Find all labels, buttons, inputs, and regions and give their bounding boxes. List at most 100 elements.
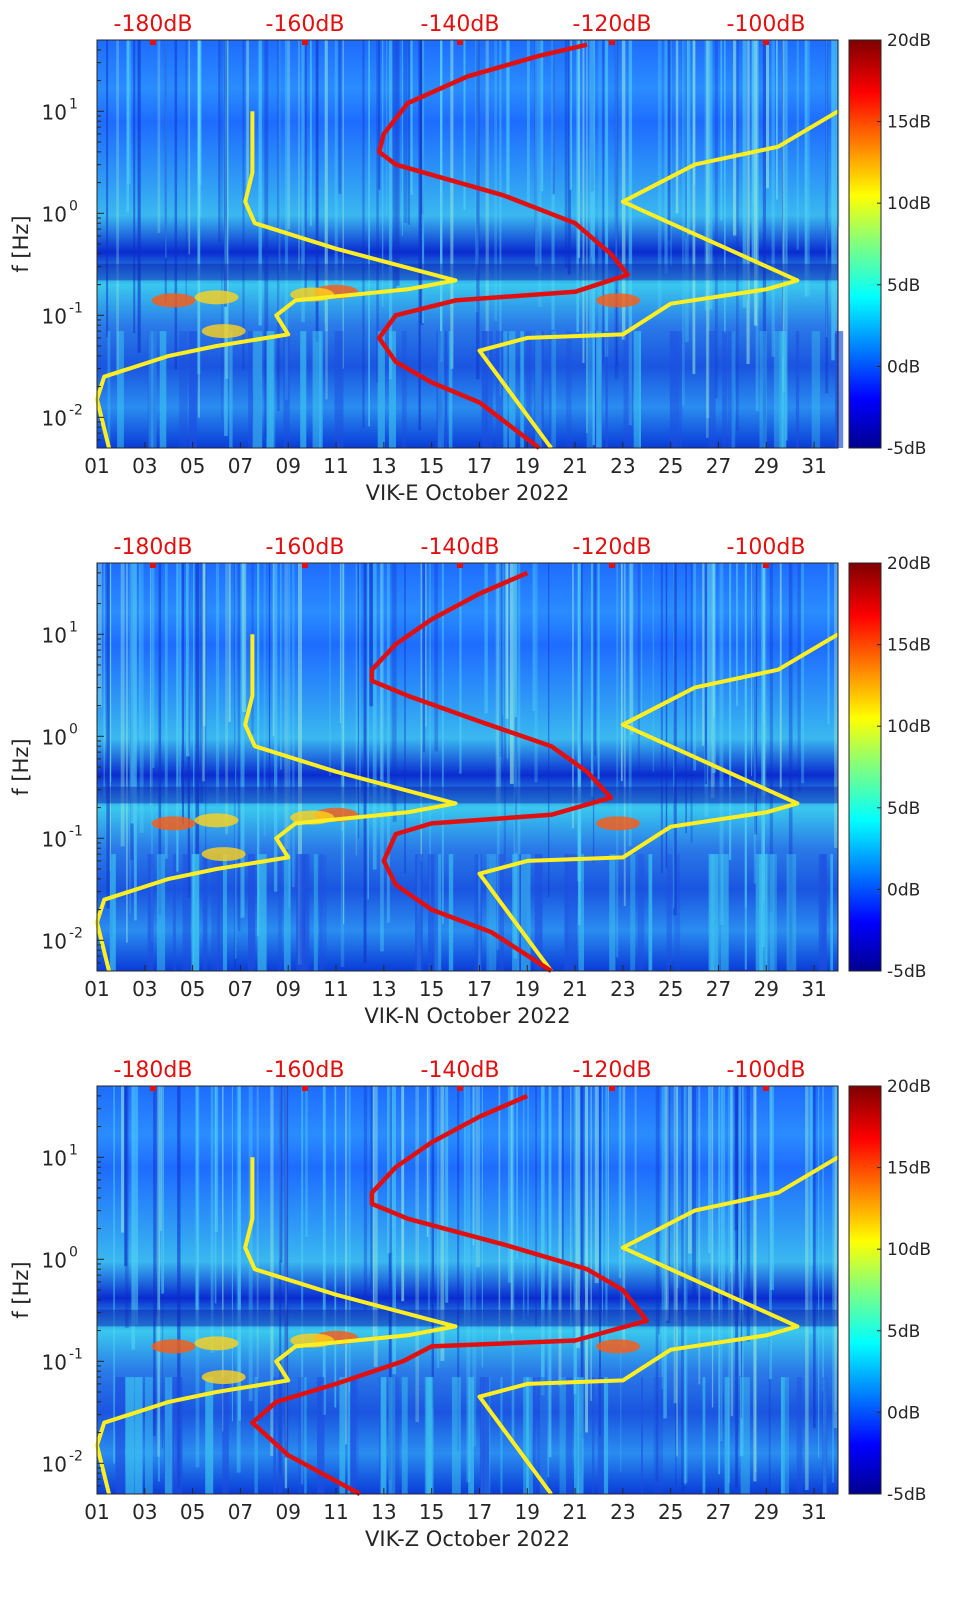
texture-streak xyxy=(376,40,379,383)
texture-streak xyxy=(426,1086,429,1237)
texture-streak xyxy=(605,40,609,357)
texture-column xyxy=(795,331,800,448)
texture-column xyxy=(578,854,584,971)
y-tick-label: 10 xyxy=(42,1350,67,1374)
texture-streak xyxy=(660,563,663,874)
texture-streak xyxy=(586,40,588,434)
texture-streak xyxy=(712,563,716,773)
texture-column xyxy=(347,1377,351,1494)
texture-streak xyxy=(805,1086,809,1490)
texture-streak xyxy=(535,1086,537,1327)
texture-streak xyxy=(637,563,640,775)
texture-streak xyxy=(831,40,835,361)
texture-streak xyxy=(106,40,109,338)
top-db-label: -140dB xyxy=(421,535,500,560)
texture-streak xyxy=(655,1086,659,1482)
y-axis-label: f [Hz] xyxy=(9,1261,33,1318)
texture-column xyxy=(474,854,482,971)
texture-column xyxy=(489,854,497,971)
texture-streak xyxy=(834,40,838,334)
texture-streak xyxy=(834,1086,837,1412)
texture-streak xyxy=(373,1086,378,1367)
y-axis-label: f [Hz] xyxy=(9,738,33,795)
colorbar-label: 0dB xyxy=(887,1403,920,1423)
texture-streak xyxy=(664,40,668,274)
x-tick-label: 25 xyxy=(658,977,683,1001)
texture-streak xyxy=(278,40,281,314)
texture-streak xyxy=(825,40,828,338)
texture-streak xyxy=(620,1086,622,1472)
texture-streak xyxy=(504,563,507,729)
texture-streak xyxy=(665,1086,669,1321)
texture-streak xyxy=(746,40,750,364)
texture-column xyxy=(708,854,715,971)
hot-spot xyxy=(201,847,246,862)
dark-band xyxy=(97,263,838,281)
texture-column xyxy=(605,331,608,448)
texture-streak xyxy=(445,1086,449,1303)
texture-streak xyxy=(710,563,715,799)
hot-spot xyxy=(151,1339,196,1354)
texture-streak xyxy=(340,563,345,967)
texture-streak xyxy=(754,40,758,326)
texture-streak xyxy=(495,563,500,803)
texture-streak xyxy=(342,40,344,369)
hot-spot xyxy=(194,1336,239,1351)
texture-streak xyxy=(288,563,291,909)
noise-model-curve xyxy=(95,1157,458,1495)
top-db-label: -180dB xyxy=(114,1058,193,1083)
texture-streak xyxy=(121,1086,125,1233)
x-tick-label: 11 xyxy=(323,1500,348,1524)
texture-streak xyxy=(463,1086,467,1327)
texture-streak xyxy=(174,40,178,370)
texture-streak xyxy=(629,563,634,735)
texture-streak xyxy=(237,563,241,932)
y-tick-label: 10 xyxy=(42,304,67,328)
texture-column xyxy=(479,1377,490,1494)
top-db-label: -160dB xyxy=(266,1058,345,1083)
texture-column xyxy=(564,854,569,971)
texture-column xyxy=(679,331,683,448)
texture-column xyxy=(540,1377,548,1494)
texture-streak xyxy=(234,563,236,969)
x-tick-label: 31 xyxy=(801,977,826,1001)
texture-column xyxy=(109,854,116,971)
texture-streak xyxy=(658,1086,660,1335)
texture-column xyxy=(500,1377,503,1494)
texture-streak xyxy=(509,563,514,784)
texture-streak xyxy=(401,1086,405,1302)
texture-streak xyxy=(628,40,633,426)
texture-streak xyxy=(822,1086,824,1392)
top-db-label: -180dB xyxy=(114,535,193,560)
y-tick-label: 10 xyxy=(42,929,67,953)
texture-streak xyxy=(103,563,105,797)
top-db-marker xyxy=(609,1086,615,1091)
texture-streak xyxy=(598,40,602,373)
x-tick-label: 01 xyxy=(84,1500,109,1524)
texture-streak xyxy=(801,563,805,784)
texture-streak xyxy=(754,563,758,835)
texture-column xyxy=(759,331,767,448)
texture-streak xyxy=(137,40,141,353)
texture-column xyxy=(179,331,188,448)
texture-column xyxy=(550,331,556,448)
texture-streak xyxy=(240,563,245,918)
texture-streak xyxy=(476,1086,480,1268)
texture-streak xyxy=(673,563,677,916)
texture-streak xyxy=(552,40,555,195)
texture-streak xyxy=(345,1086,348,1445)
texture-streak xyxy=(367,563,369,900)
texture-streak xyxy=(766,40,769,189)
texture-streak xyxy=(832,1086,834,1483)
texture-streak xyxy=(98,563,102,707)
texture-streak xyxy=(494,40,497,321)
x-tick-label: 03 xyxy=(132,1500,157,1524)
texture-column xyxy=(766,854,775,971)
texture-streak xyxy=(675,1086,677,1486)
texture-streak xyxy=(195,1086,199,1343)
texture-streak xyxy=(585,1086,588,1433)
texture-streak xyxy=(685,40,689,343)
texture-streak xyxy=(782,40,784,358)
texture-streak xyxy=(179,563,181,810)
